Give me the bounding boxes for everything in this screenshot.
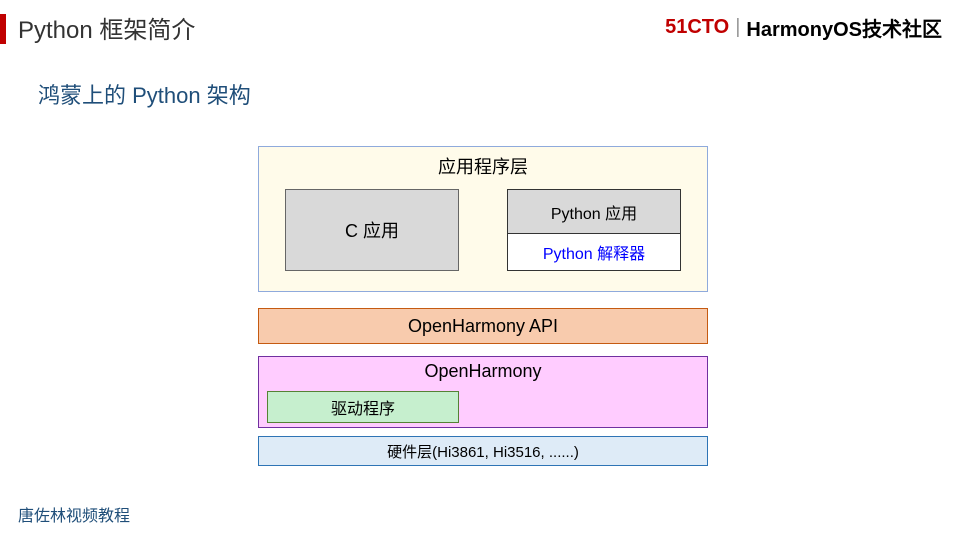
hardware-layer-box: 硬件层(Hi3861, Hi3516, ......)	[258, 436, 708, 466]
subtitle: 鸿蒙上的 Python 架构	[38, 78, 251, 110]
brand-logo: 51CTO	[665, 16, 729, 39]
app-layer-title: 应用程序层	[259, 147, 707, 179]
brand-text: HarmonyOS技术社区	[746, 13, 942, 42]
python-interpreter-box: Python 解释器	[508, 234, 680, 270]
c-app-box: C 应用	[285, 189, 459, 271]
python-stack: Python 应用 Python 解释器	[507, 189, 681, 271]
python-app-box: Python 应用	[508, 190, 680, 234]
accent-bar	[0, 14, 6, 44]
openharmony-layer-box: OpenHarmony 驱动程序	[258, 356, 708, 428]
footer-text: 唐佐林视频教程	[18, 502, 130, 526]
openharmony-title: OpenHarmony	[259, 357, 707, 382]
driver-box: 驱动程序	[267, 391, 459, 423]
header: Python 框架简介 51CTO | HarmonyOS技术社区	[18, 10, 942, 45]
brand-separator: |	[735, 16, 740, 39]
api-layer-box: OpenHarmony API	[258, 308, 708, 344]
app-layer-box: 应用程序层 C 应用 Python 应用 Python 解释器	[258, 146, 708, 292]
brand: 51CTO | HarmonyOS技术社区	[665, 13, 942, 42]
slide-title: Python 框架简介	[18, 10, 195, 45]
architecture-diagram: 应用程序层 C 应用 Python 应用 Python 解释器 OpenHarm…	[258, 146, 708, 466]
